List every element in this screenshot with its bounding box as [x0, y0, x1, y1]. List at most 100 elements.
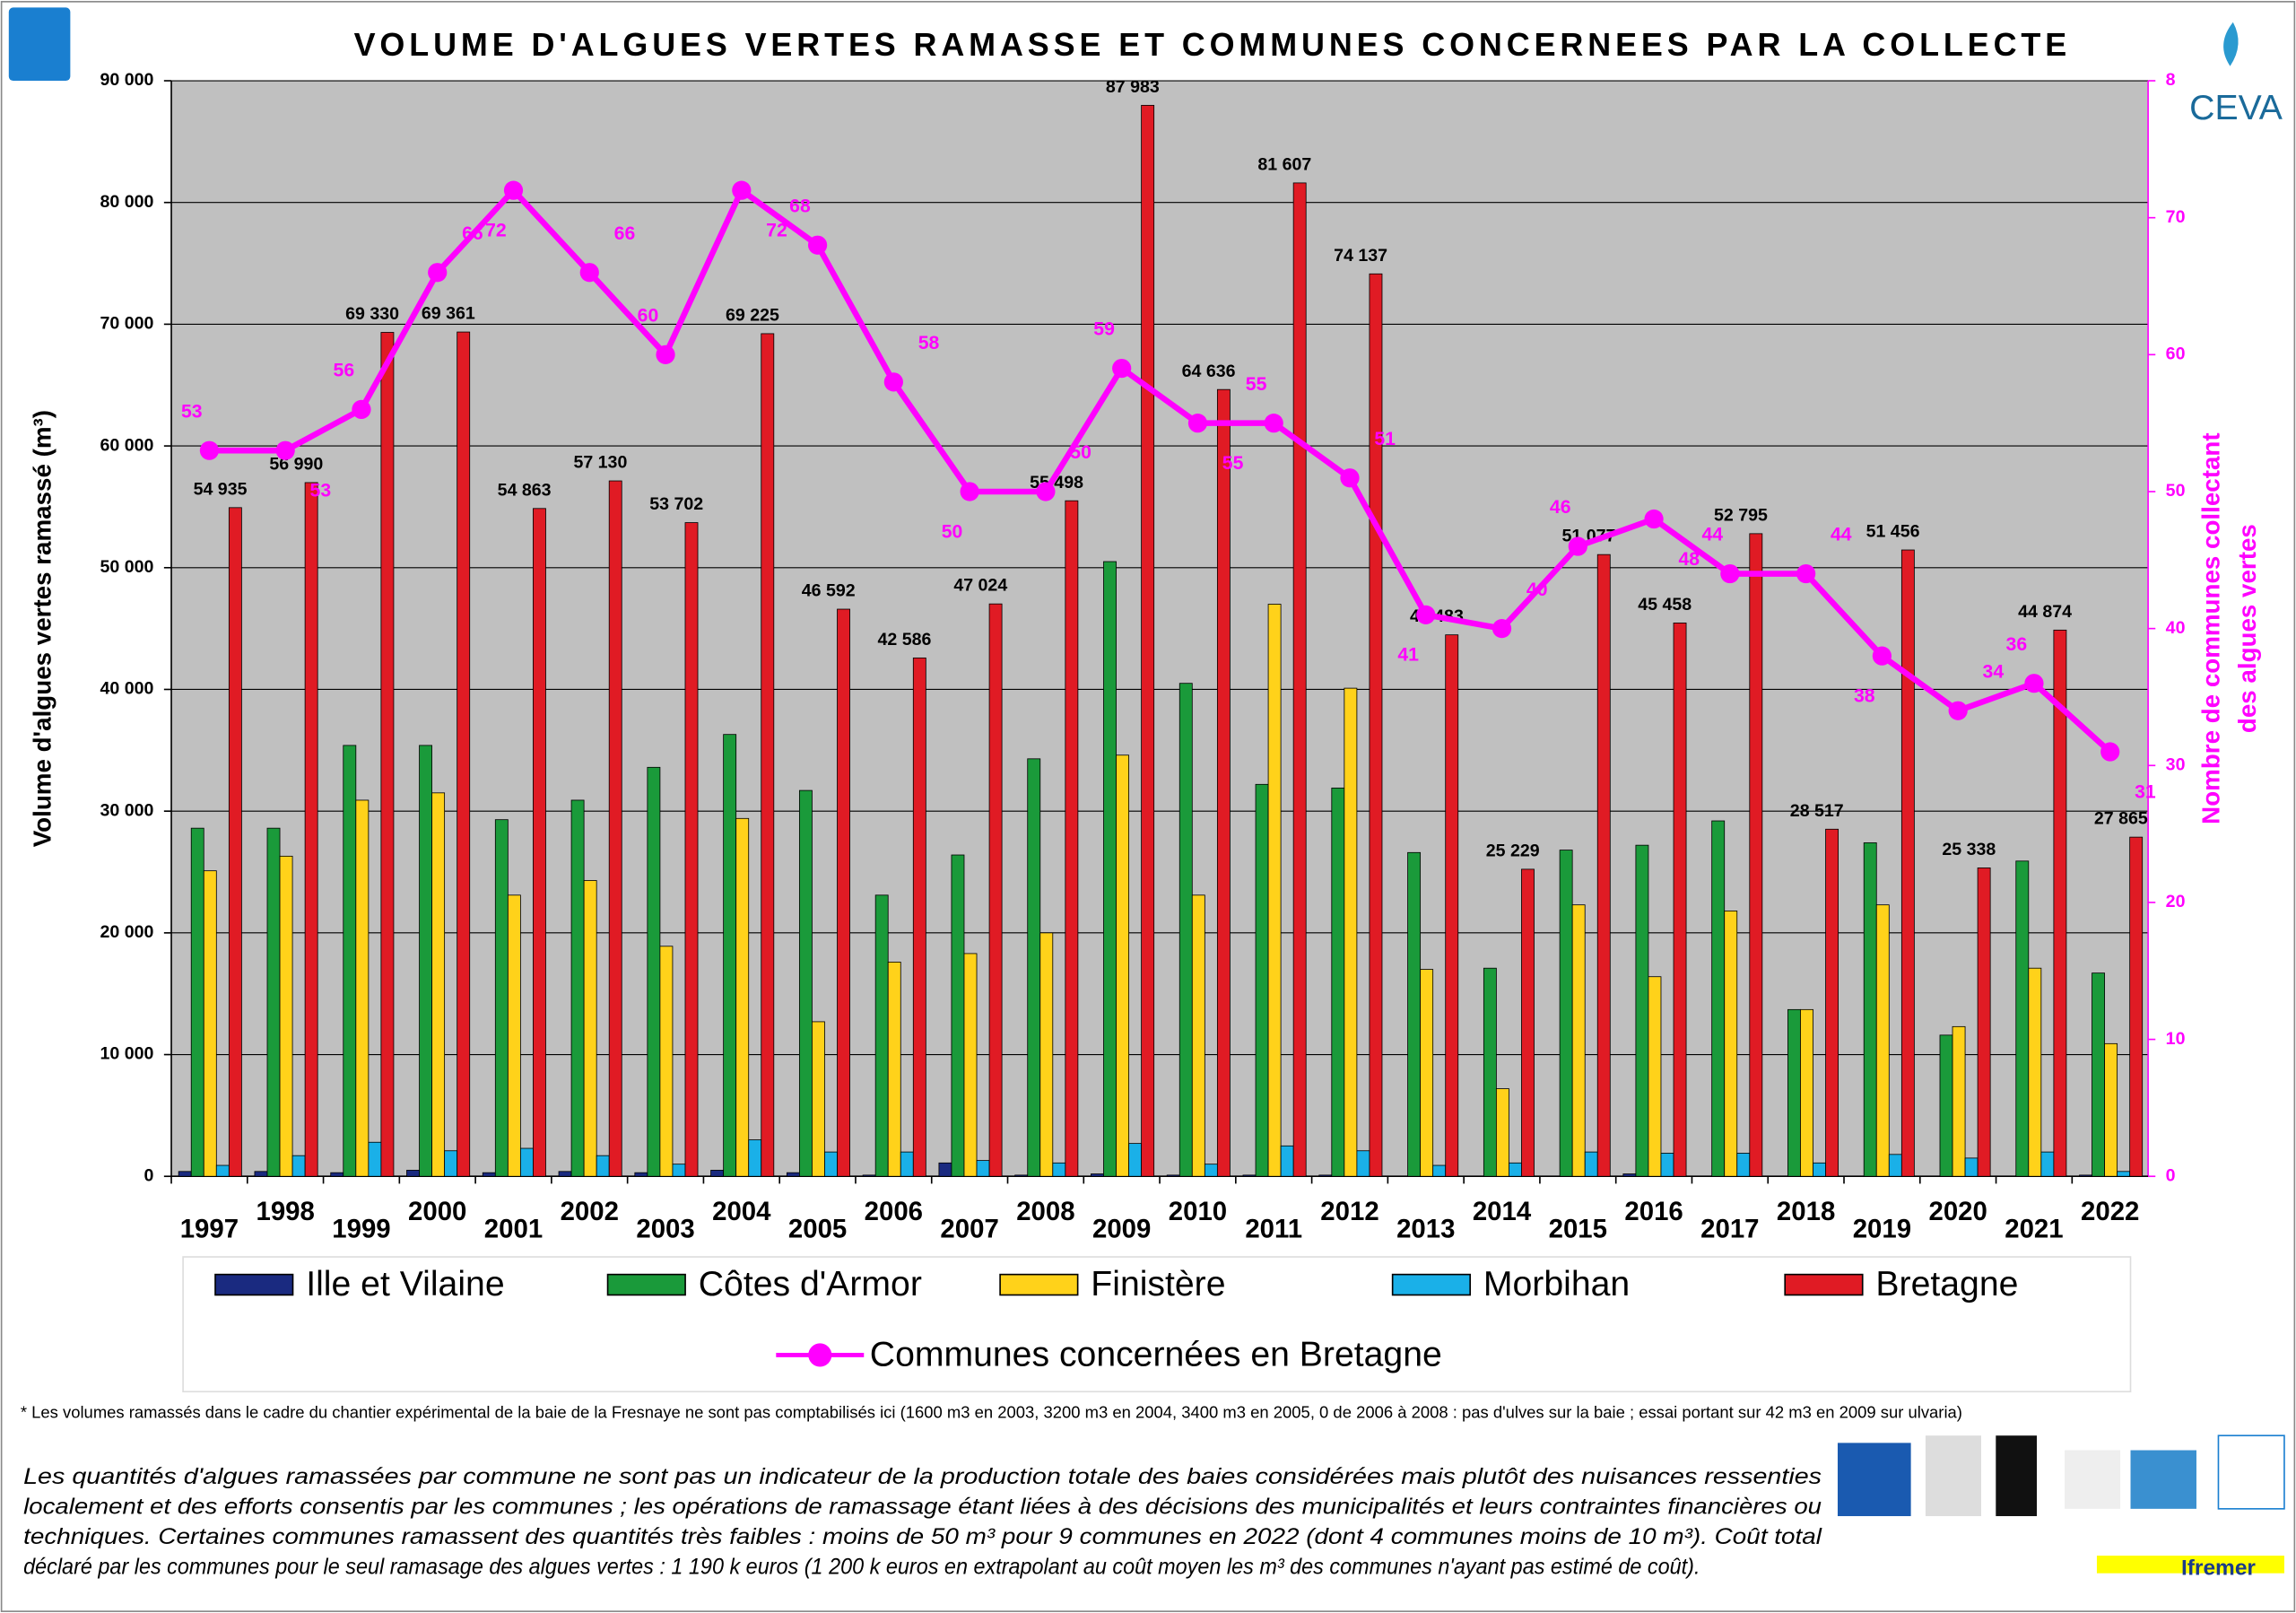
bar-value-label: 81 607: [1257, 154, 1311, 174]
bar: [1495, 1088, 1509, 1177]
bar: [596, 1155, 610, 1177]
bar: [1407, 851, 1422, 1177]
line-marker: [579, 263, 599, 283]
bar: [1103, 561, 1117, 1177]
bar: [963, 953, 978, 1177]
y2-tick-label: 20: [2166, 892, 2186, 911]
logo: [1837, 1443, 1911, 1517]
bar: [279, 855, 293, 1177]
bar: [786, 1172, 800, 1177]
y-tick-label: 40 000: [100, 679, 154, 699]
bar-value-label: 25 229: [1486, 841, 1540, 860]
x-tick-label: 2010: [1169, 1197, 1227, 1226]
bar: [457, 331, 471, 1177]
y2-tick-label: 0: [2166, 1165, 2176, 1185]
x-tick-label: 2001: [484, 1214, 543, 1243]
bar: [215, 1164, 230, 1177]
x-tick-label: 2000: [408, 1197, 466, 1226]
bar: [1749, 533, 1763, 1177]
bar: [1825, 828, 1839, 1177]
line-value-label: 38: [1854, 685, 1875, 706]
y-tick-label: 10 000: [100, 1044, 154, 1064]
footnote: * Les volumes ramassés dans le cadre du …: [21, 1403, 1962, 1422]
bar: [1065, 500, 1079, 1177]
line-marker: [1187, 414, 1208, 433]
x-tick-label: 2018: [1777, 1197, 1835, 1226]
line-marker: [807, 235, 828, 255]
bar: [938, 1162, 952, 1177]
bar: [1952, 1025, 1966, 1177]
legend-swatch: [214, 1273, 294, 1296]
bar: [254, 1171, 268, 1177]
bar-value-label: 74 137: [1334, 246, 1387, 266]
x-tick-label: 2021: [2005, 1214, 2063, 1243]
bar: [570, 799, 585, 1177]
bar: [824, 1151, 838, 1177]
legend-swatch: [1391, 1273, 1471, 1296]
line-value-label: 66: [462, 223, 483, 244]
bar: [1736, 1153, 1751, 1177]
x-tick-label: 2020: [1928, 1197, 1987, 1226]
bar: [419, 745, 432, 1177]
bar: [1800, 1008, 1813, 1177]
bar: [1509, 1162, 1522, 1177]
bar-value-label: 45 458: [1638, 595, 1692, 615]
bar: [1648, 976, 1662, 1177]
bar: [558, 1171, 572, 1177]
line-marker: [732, 180, 752, 200]
bar: [1318, 1174, 1333, 1177]
bar: [1432, 1164, 1447, 1177]
x-tick-label: 2002: [561, 1197, 619, 1226]
bar: [519, 1147, 534, 1177]
bar-value-label: 54 935: [194, 479, 248, 499]
bar: [1166, 1174, 1180, 1177]
bar: [1128, 1143, 1143, 1177]
bar: [507, 894, 521, 1177]
bar: [812, 1021, 825, 1177]
bar: [1964, 1157, 1979, 1177]
bar: [178, 1171, 192, 1177]
bar: [1267, 604, 1282, 1177]
line-value-label: 58: [918, 333, 940, 353]
bar: [431, 792, 446, 1177]
bar: [1521, 868, 1535, 1177]
bar: [684, 522, 699, 1177]
line-marker: [1568, 536, 1587, 556]
line-marker: [1112, 358, 1132, 379]
line-marker: [960, 482, 979, 501]
bar: [1280, 1145, 1294, 1177]
logo-ceva: CEVA: [2189, 89, 2283, 127]
x-tick-label: 2007: [940, 1214, 998, 1243]
line-marker: [199, 440, 220, 460]
bar: [266, 827, 281, 1177]
bar: [330, 1172, 344, 1177]
note: techniques. Certaines communes ramassent…: [23, 1524, 1823, 1549]
x-tick-label: 2009: [1092, 1214, 1151, 1243]
bar: [1571, 904, 1586, 1177]
bar-value-label: 27 865: [2094, 809, 2148, 829]
line-marker: [2100, 742, 2120, 762]
bar: [1559, 850, 1573, 1177]
bar: [723, 734, 737, 1177]
logo-agence: [8, 7, 71, 82]
line-marker: [1492, 619, 1512, 639]
line-marker: [1416, 605, 1436, 624]
x-tick-label: 2011: [1245, 1214, 1302, 1243]
bar: [291, 1155, 306, 1177]
bar-value-label: 57 130: [573, 453, 627, 473]
bar: [1369, 273, 1383, 1177]
line-value-label: 44: [1831, 525, 1852, 545]
y-tick-label: 50 000: [100, 557, 154, 577]
legend-swatch: [999, 1273, 1079, 1296]
x-tick-label: 2015: [1549, 1214, 1607, 1243]
bar-value-label: 25 338: [1942, 840, 1996, 859]
logo: [2217, 1434, 2285, 1510]
bar: [1863, 842, 1877, 1177]
logo-ifremer: Ifremer: [2181, 1556, 2256, 1580]
x-tick-label: 2017: [1700, 1214, 1759, 1243]
y2-tick-label: 60: [2166, 344, 2186, 363]
bar: [444, 1150, 458, 1177]
line-value-label: 55: [1222, 453, 1244, 474]
bar: [798, 789, 813, 1177]
bar: [1204, 1164, 1218, 1177]
